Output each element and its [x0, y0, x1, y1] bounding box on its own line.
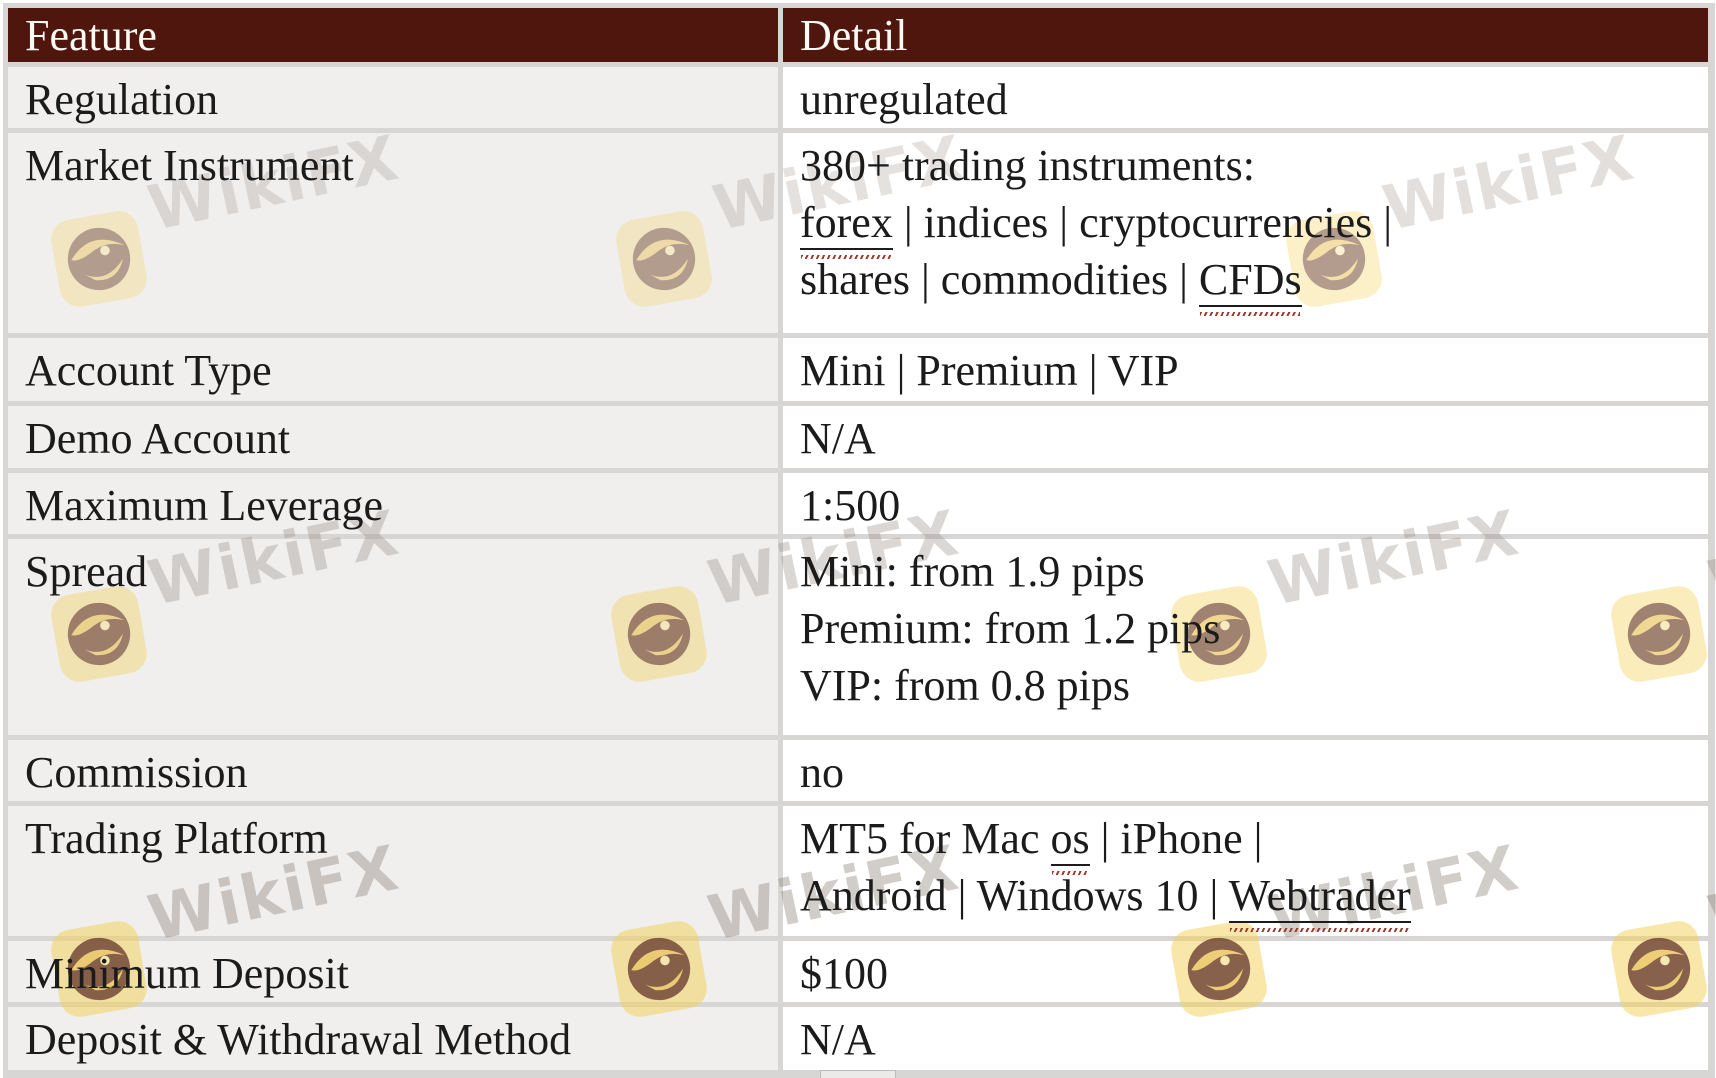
- feature-label: Regulation: [25, 75, 219, 124]
- detail-text: | indices | cryptocurrencies |: [892, 198, 1393, 247]
- detail-text: N/A: [800, 414, 876, 463]
- feature-detail-table-frame: Feature Detail Regulation unregulated Mark…: [3, 3, 1715, 1078]
- column-header-feature: Feature: [8, 8, 778, 62]
- detail-text: shares | commodities |: [800, 255, 1199, 304]
- detail-line: N/A: [800, 1011, 1690, 1068]
- detail-text: Android | Windows 10 |: [800, 871, 1229, 920]
- link-forex[interactable]: forex: [800, 198, 893, 250]
- table-row: Minimum Deposit $100: [8, 941, 1708, 1002]
- detail-cell: MT5 for Mac os | iPhone | Android | Windo…: [783, 806, 1708, 936]
- detail-cell: $100: [783, 941, 1708, 1002]
- detail-text: 380+ trading instruments:: [800, 141, 1255, 190]
- link-webtrader[interactable]: Webtrader: [1228, 871, 1411, 923]
- detail-line: Mini: from 1.9 pips: [800, 543, 1690, 600]
- feature-cell: Regulation: [8, 67, 778, 128]
- feature-label: Spread: [25, 547, 148, 596]
- detail-cell: 380+ trading instruments: forex | indices…: [783, 133, 1708, 333]
- table-row: Market Instrument 380+ trading instrument…: [8, 133, 1708, 333]
- feature-cell: Demo Account: [8, 406, 778, 468]
- detail-cell: Mini: from 1.9 pips Premium: from 1.2 pip…: [783, 539, 1708, 735]
- detail-line: N/A: [800, 410, 1690, 467]
- feature-label: Minimum Deposit: [25, 949, 349, 998]
- feature-cell: Maximum Leverage: [8, 473, 778, 534]
- table-row: Regulation unregulated: [8, 67, 1708, 128]
- feature-cell: Trading Platform: [8, 806, 778, 936]
- detail-cell: N/A: [783, 406, 1708, 468]
- detail-text: Mini: from 1.9 pips: [800, 547, 1145, 596]
- table-row: Commission no: [8, 740, 1708, 801]
- detail-line: VIP: from 0.8 pips: [800, 657, 1690, 714]
- feature-cell: Commission: [8, 740, 778, 801]
- detail-text: Mini | Premium | VIP: [800, 346, 1179, 395]
- feature-cell: Account Type: [8, 338, 778, 401]
- detail-cell: Mini | Premium | VIP: [783, 338, 1708, 401]
- table-row: Demo Account N/A: [8, 406, 1708, 468]
- table-header-row: Feature Detail: [8, 8, 1708, 62]
- detail-text: N/A: [800, 1015, 876, 1064]
- feature-label: Deposit & Withdrawal Method: [25, 1015, 572, 1064]
- detail-line: Mini | Premium | VIP: [800, 342, 1690, 399]
- detail-text: 1:500: [800, 481, 901, 530]
- feature-label: Account Type: [25, 346, 272, 395]
- table-row: Deposit & Withdrawal Method N/A: [8, 1007, 1708, 1070]
- feature-detail-table: Feature Detail Regulation unregulated Mark…: [3, 3, 1713, 1075]
- detail-line: shares | commodities | CFDs: [800, 251, 1690, 308]
- detail-text: no: [800, 748, 844, 797]
- detail-text: unregulated: [800, 75, 1008, 124]
- detail-text: | iPhone |: [1089, 814, 1263, 863]
- table-row: Maximum Leverage 1:500: [8, 473, 1708, 534]
- table-row: Spread Mini: from 1.9 pips Premium: from 1…: [8, 539, 1708, 735]
- detail-line: no: [800, 744, 1690, 801]
- table-row: Account Type Mini | Premium | VIP: [8, 338, 1708, 401]
- detail-line: MT5 for Mac os | iPhone |: [800, 810, 1690, 867]
- bottom-scroll-handle[interactable]: [820, 1070, 896, 1078]
- feature-label: Demo Account: [25, 414, 291, 463]
- feature-cell: Spread: [8, 539, 778, 735]
- detail-cell: no: [783, 740, 1708, 801]
- feature-cell: Market Instrument: [8, 133, 778, 333]
- feature-label: Maximum Leverage: [25, 481, 383, 530]
- detail-cell: N/A: [783, 1007, 1708, 1070]
- feature-label: Commission: [25, 748, 248, 797]
- detail-line: Premium: from 1.2 pips: [800, 600, 1690, 657]
- feature-label: Market Instrument: [25, 141, 354, 190]
- detail-line: 1:500: [800, 477, 1690, 534]
- detail-line: $100: [800, 945, 1690, 1002]
- detail-line: forex | indices | cryptocurrencies |: [800, 194, 1690, 251]
- detail-cell: 1:500: [783, 473, 1708, 534]
- link-cfds[interactable]: CFDs: [1198, 255, 1302, 307]
- detail-cell: unregulated: [783, 67, 1708, 128]
- table-row: Trading Platform MT5 for Mac os | iPhone …: [8, 806, 1708, 936]
- feature-cell: Deposit & Withdrawal Method: [8, 1007, 778, 1070]
- detail-text: $100: [800, 949, 888, 998]
- detail-text: MT5 for Mac: [800, 814, 1051, 863]
- detail-text: Premium: from 1.2 pips: [800, 604, 1221, 653]
- detail-line: unregulated: [800, 71, 1690, 128]
- detail-line: 380+ trading instruments:: [800, 137, 1690, 194]
- detail-text: VIP: from 0.8 pips: [800, 661, 1130, 710]
- column-header-detail: Detail: [783, 8, 1708, 62]
- feature-cell: Minimum Deposit: [8, 941, 778, 1002]
- feature-label: Trading Platform: [25, 814, 328, 863]
- link-os[interactable]: os: [1050, 814, 1090, 866]
- detail-line: Android | Windows 10 | Webtrader: [800, 867, 1690, 924]
